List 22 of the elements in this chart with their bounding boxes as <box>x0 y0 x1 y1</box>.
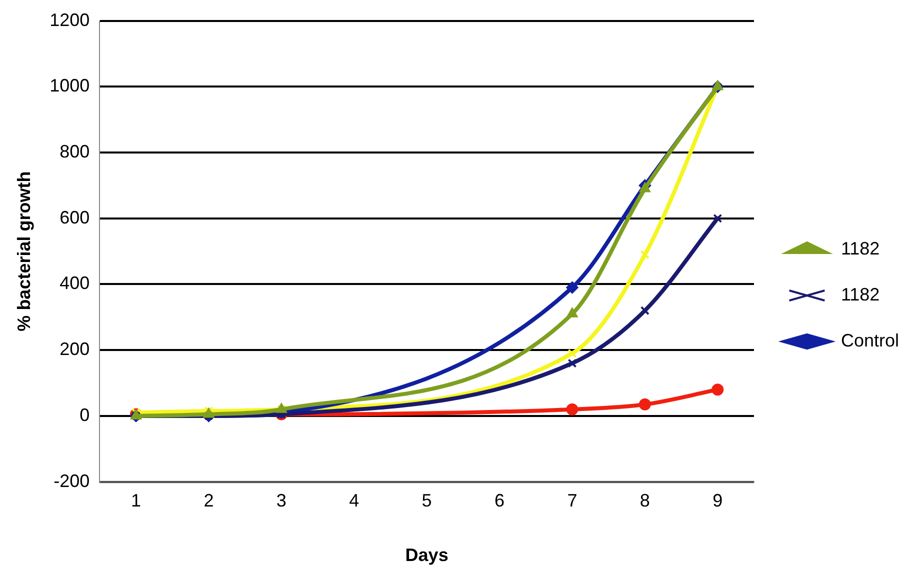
x-tick-label: 6 <box>494 490 505 511</box>
x-tick-label: 8 <box>640 490 650 511</box>
x-tick-label: 9 <box>712 490 723 511</box>
y-tick-label: 400 <box>60 273 90 294</box>
x-tick-label: 7 <box>567 490 578 511</box>
legend-label: 1182 <box>840 284 880 304</box>
y-tick-label: 600 <box>60 207 90 228</box>
y-tick-label: 1200 <box>50 10 90 30</box>
y-tick-label: 0 <box>80 404 90 425</box>
x-tick-label: 1 <box>130 490 142 511</box>
y-tick-label: 800 <box>60 141 90 162</box>
x-tick-label: 2 <box>204 490 214 511</box>
x-tick-label: 3 <box>276 490 286 511</box>
x-tick-label: 5 <box>422 490 432 511</box>
y-tick-label: -200 <box>54 470 90 491</box>
legend-label: Control <box>840 330 900 350</box>
y-axis-title: % bacterial growth <box>14 171 34 332</box>
y-tick-label: 1000 <box>50 76 90 96</box>
legend-label: 1182 <box>840 238 880 258</box>
x-axis-title: Days <box>405 545 448 566</box>
x-tick-label: 4 <box>349 490 360 511</box>
y-tick-label: 200 <box>60 339 90 360</box>
